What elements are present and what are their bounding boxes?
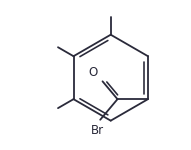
- Text: Br: Br: [91, 124, 104, 137]
- Text: O: O: [89, 66, 98, 79]
